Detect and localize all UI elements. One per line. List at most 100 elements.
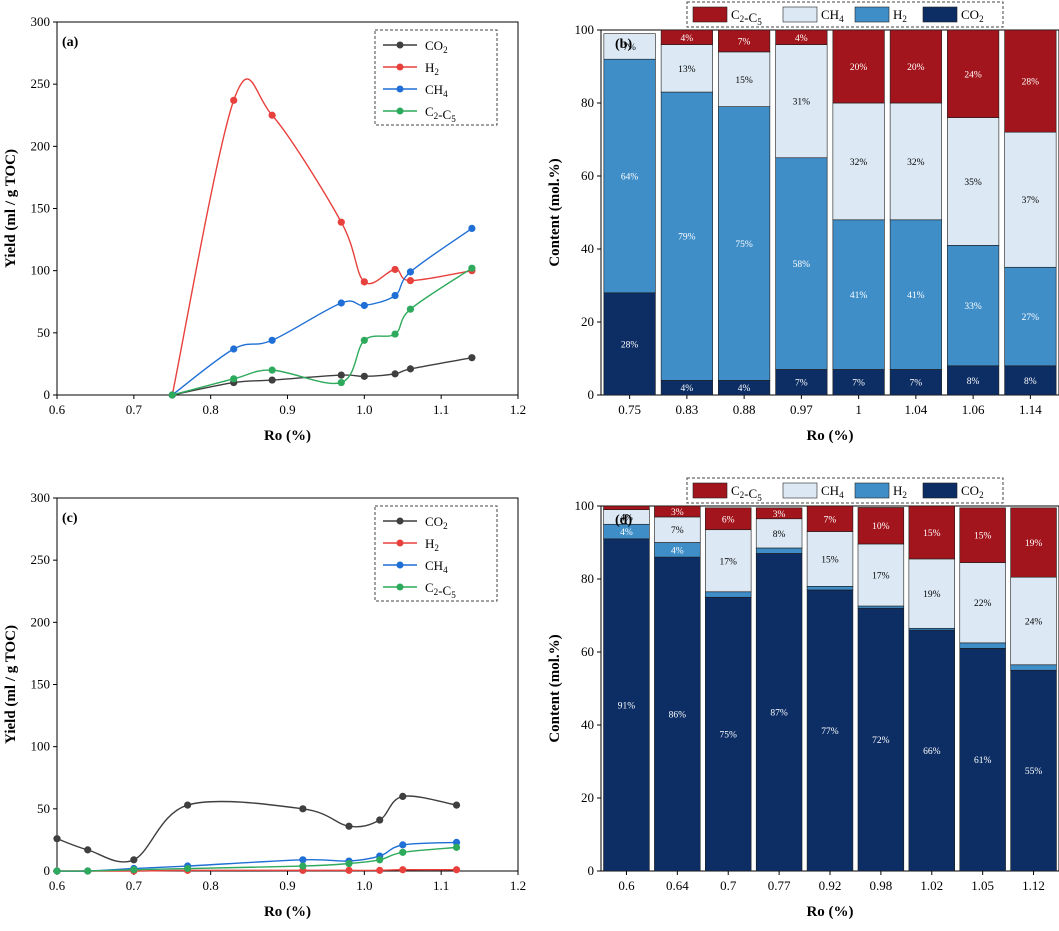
segment-label: 19% xyxy=(1025,539,1043,549)
series-line-c2c5 xyxy=(56,846,457,872)
data-point-c2c5 xyxy=(337,378,345,387)
segment-label: 22% xyxy=(974,599,992,609)
segment-label: 15% xyxy=(821,555,839,565)
segment-label: 77% xyxy=(821,727,839,737)
legend-entry: CH4 xyxy=(425,82,448,99)
y-tick-label: 250 xyxy=(31,76,51,91)
bar-segment-c2c5 xyxy=(718,29,771,53)
y-tick-label: 80 xyxy=(581,95,594,110)
legend-marker-c2c5 xyxy=(396,107,404,115)
bar-segment-c2c5 xyxy=(755,507,803,520)
segment-label: 4% xyxy=(671,546,684,556)
panel-label: (c) xyxy=(62,511,78,526)
y-tick-label: 50 xyxy=(37,325,50,340)
legend-entry: H2 xyxy=(893,483,907,500)
y-axis-label: Yield (ml / g TOC) xyxy=(3,149,19,268)
bar-segment-h2 xyxy=(947,245,1000,367)
x-tick-label: 0.6 xyxy=(618,878,635,893)
y-axis-label: Yield (ml / g TOC) xyxy=(3,625,19,744)
x-tick-label: 1.2 xyxy=(510,878,526,893)
bar-segment-h2 xyxy=(755,547,803,554)
legend-swatch-ch4 xyxy=(782,482,818,499)
legend-entry: CO2 xyxy=(961,7,984,24)
bar-panel-d: 0204060801000.691%4%4%0.6486%4%7%3%0.775… xyxy=(547,477,1059,920)
x-tick-label: 1.05 xyxy=(971,878,994,893)
y-tick-label: 100 xyxy=(31,263,51,278)
data-point-ch4 xyxy=(399,841,407,849)
x-tick-label: 0.8 xyxy=(203,878,219,893)
segment-label: 8% xyxy=(773,530,786,540)
x-tick-label: 0.77 xyxy=(768,878,791,893)
y-tick-label: 150 xyxy=(31,201,51,216)
bar-segment-c2c5 xyxy=(889,29,942,104)
legend-entry: H2 xyxy=(893,7,907,24)
y-tick-label: 200 xyxy=(31,138,51,153)
data-point-co2 xyxy=(345,822,353,830)
segment-label: 8% xyxy=(967,377,980,387)
x-tick-label: 1.1 xyxy=(433,878,449,893)
bar-segment-ch4 xyxy=(947,117,1000,246)
bar-segment-co2 xyxy=(755,553,803,872)
bar-segment-ch4 xyxy=(1004,131,1057,268)
data-point-c2c5 xyxy=(345,859,353,868)
data-point-co2 xyxy=(53,835,61,843)
bar-segment-co2 xyxy=(603,292,656,396)
bar-segment-co2 xyxy=(908,629,955,872)
legend-swatch-h2 xyxy=(854,482,890,499)
data-point-h2 xyxy=(452,866,461,874)
bar-segment-ch4 xyxy=(1010,576,1057,666)
data-point-c2c5 xyxy=(130,866,138,874)
bar-segment-h2 xyxy=(889,219,942,370)
segment-label: 86% xyxy=(669,711,687,721)
bar-segment-co2 xyxy=(806,589,854,872)
segment-label: 35% xyxy=(964,178,982,188)
bar-segment-h2 xyxy=(832,219,885,370)
bar-segment-co2 xyxy=(889,369,942,396)
segment-label: 75% xyxy=(720,731,738,741)
data-point-co2 xyxy=(376,816,384,824)
data-point-c2c5 xyxy=(299,862,307,870)
data-point-c2c5 xyxy=(53,867,61,875)
bar-segment-ch4 xyxy=(857,543,905,607)
x-tick-label: 1.1 xyxy=(433,402,449,417)
legend-entry: CO2 xyxy=(961,483,984,500)
bar-segment-h2 xyxy=(1004,266,1057,367)
segment-label: 3% xyxy=(773,510,786,520)
data-point-h2 xyxy=(391,265,399,274)
data-point-co2 xyxy=(268,376,276,384)
segment-label: 75% xyxy=(735,240,753,250)
bar-segment-c2c5 xyxy=(908,505,955,560)
data-point-h2 xyxy=(345,866,353,874)
data-point-c2c5 xyxy=(376,856,384,864)
data-point-h2 xyxy=(399,866,407,874)
bar-segment-c2c5 xyxy=(775,29,828,45)
y-tick-label: 250 xyxy=(31,552,51,567)
data-point-c2c5 xyxy=(268,366,276,374)
y-tick-label: 0 xyxy=(588,863,595,878)
plot-frame xyxy=(600,29,1059,396)
data-point-c2c5 xyxy=(168,391,176,399)
data-point-co2 xyxy=(452,801,461,809)
line-panel-c: 0.6 0.7 0.8 0.9 1.0 1.1 1.2 0 50 100 150 200 250 300 R… xyxy=(3,490,526,920)
segment-label: 4% xyxy=(738,384,751,394)
segment-label: 20% xyxy=(907,63,925,73)
segment-label: 55% xyxy=(1025,767,1043,777)
bar-segment-ch4 xyxy=(775,44,828,159)
x-tick-label: 1.04 xyxy=(905,402,928,417)
data-point-h2 xyxy=(406,277,415,285)
segment-label: 7% xyxy=(824,515,837,525)
x-tick-label: 0.7 xyxy=(126,878,143,893)
data-point-ch4 xyxy=(406,268,415,276)
y-tick-label: 300 xyxy=(31,490,51,505)
segment-label: 17% xyxy=(872,571,890,581)
bar-segment-h2 xyxy=(775,157,828,370)
y-axis-label: Content (mol.%) xyxy=(547,158,563,266)
data-point-co2 xyxy=(468,354,476,362)
series-line-ch4 xyxy=(171,227,473,396)
bar-segment-ch4 xyxy=(959,562,1006,644)
x-tick-label: 0.9 xyxy=(279,402,295,417)
legend-entry: CH4 xyxy=(821,483,844,500)
segment-label: 7% xyxy=(671,526,684,536)
bar-segment-h2 xyxy=(705,591,752,598)
